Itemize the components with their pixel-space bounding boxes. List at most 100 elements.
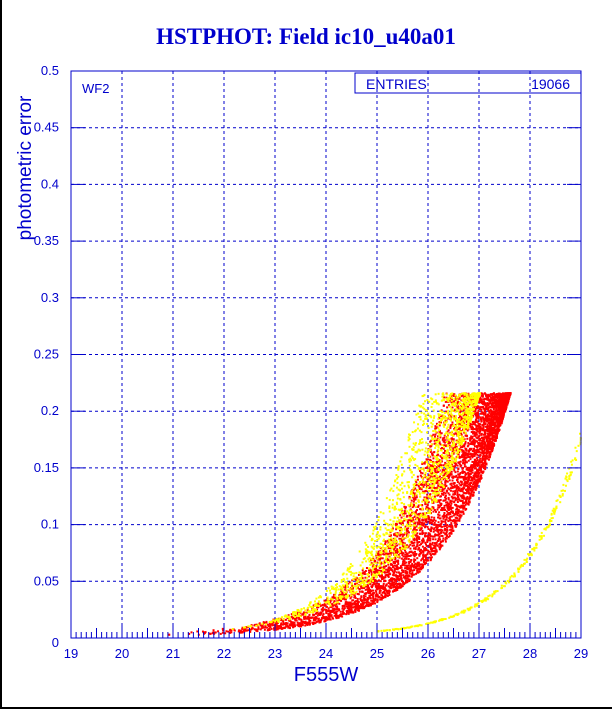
data-point (364, 592, 367, 595)
data-point (490, 429, 493, 432)
data-point (384, 565, 387, 568)
data-point (418, 550, 421, 553)
data-point (494, 406, 497, 409)
data-point (381, 571, 384, 574)
data-point (241, 627, 244, 630)
data-point (435, 543, 438, 546)
data-point (362, 586, 365, 589)
data-point (439, 504, 442, 507)
data-point (458, 448, 461, 451)
data-point (464, 434, 467, 437)
data-point (462, 504, 465, 507)
data-point (476, 463, 479, 466)
data-point (470, 435, 473, 438)
data-point (375, 592, 378, 595)
data-point (428, 470, 431, 473)
data-point (423, 483, 426, 486)
data-point (454, 499, 457, 502)
data-point (423, 554, 426, 557)
data-point (415, 529, 418, 532)
data-point (499, 405, 502, 408)
data-point (316, 614, 319, 617)
data-point (333, 614, 336, 617)
data-point (325, 616, 328, 619)
data-point (450, 397, 453, 400)
data-point (403, 505, 406, 508)
data-point (501, 397, 504, 400)
data-point (354, 597, 357, 600)
data-point (438, 500, 441, 503)
data-point (460, 409, 463, 412)
data-point (430, 543, 433, 546)
data-point (445, 516, 448, 519)
data-point (465, 449, 468, 452)
data-point (385, 589, 388, 592)
data-point (438, 506, 441, 509)
data-point (502, 394, 505, 397)
data-point (447, 496, 450, 499)
data-point (455, 519, 458, 522)
data-point (420, 551, 423, 554)
data-point (490, 446, 493, 449)
data-point (469, 485, 472, 488)
data-point (384, 588, 387, 591)
data-point (428, 487, 431, 490)
data-point (430, 554, 433, 557)
data-point (321, 614, 324, 617)
data-point (494, 432, 497, 435)
data-point (430, 516, 433, 519)
data-point (400, 569, 403, 572)
data-point (376, 599, 379, 602)
data-point (464, 484, 467, 487)
data-point (444, 468, 447, 471)
data-point (455, 474, 458, 477)
data-point (339, 593, 342, 596)
data-point (243, 628, 246, 631)
data-point (341, 605, 344, 608)
data-point (439, 502, 442, 505)
data-point (454, 463, 457, 466)
data-point (484, 425, 487, 428)
data-point (476, 465, 479, 468)
data-point (386, 594, 389, 597)
data-point (495, 420, 498, 423)
data-point (485, 394, 488, 397)
data-point (463, 465, 466, 468)
data-point (406, 575, 409, 578)
data-point (483, 436, 486, 439)
data-point (482, 436, 485, 439)
data-point (495, 436, 498, 439)
data-point (479, 408, 482, 411)
data-point (453, 493, 456, 496)
data-point (470, 442, 473, 445)
data-point (470, 485, 473, 488)
data-point (446, 502, 449, 505)
data-point (440, 432, 443, 435)
data-point (274, 622, 277, 625)
data-point (428, 516, 431, 519)
data-point (369, 582, 372, 585)
data-point (382, 596, 385, 599)
data-point (413, 522, 416, 525)
data-point (478, 401, 481, 404)
data-point (387, 575, 390, 578)
data-point (443, 452, 446, 455)
data-point (395, 589, 398, 592)
data-point (397, 560, 400, 563)
data-point (424, 502, 427, 505)
data-point (455, 484, 458, 487)
data-point (369, 603, 372, 606)
data-point (472, 493, 475, 496)
data-point (468, 447, 471, 450)
data-point (437, 524, 440, 527)
data-point (271, 624, 274, 627)
data-point (480, 471, 483, 474)
data-point (385, 565, 388, 568)
data-point (470, 482, 473, 485)
data-point (428, 550, 431, 553)
data-point (304, 624, 307, 627)
data-point (382, 577, 385, 580)
data-point (393, 579, 396, 582)
data-point (443, 485, 446, 488)
data-point (331, 616, 334, 619)
